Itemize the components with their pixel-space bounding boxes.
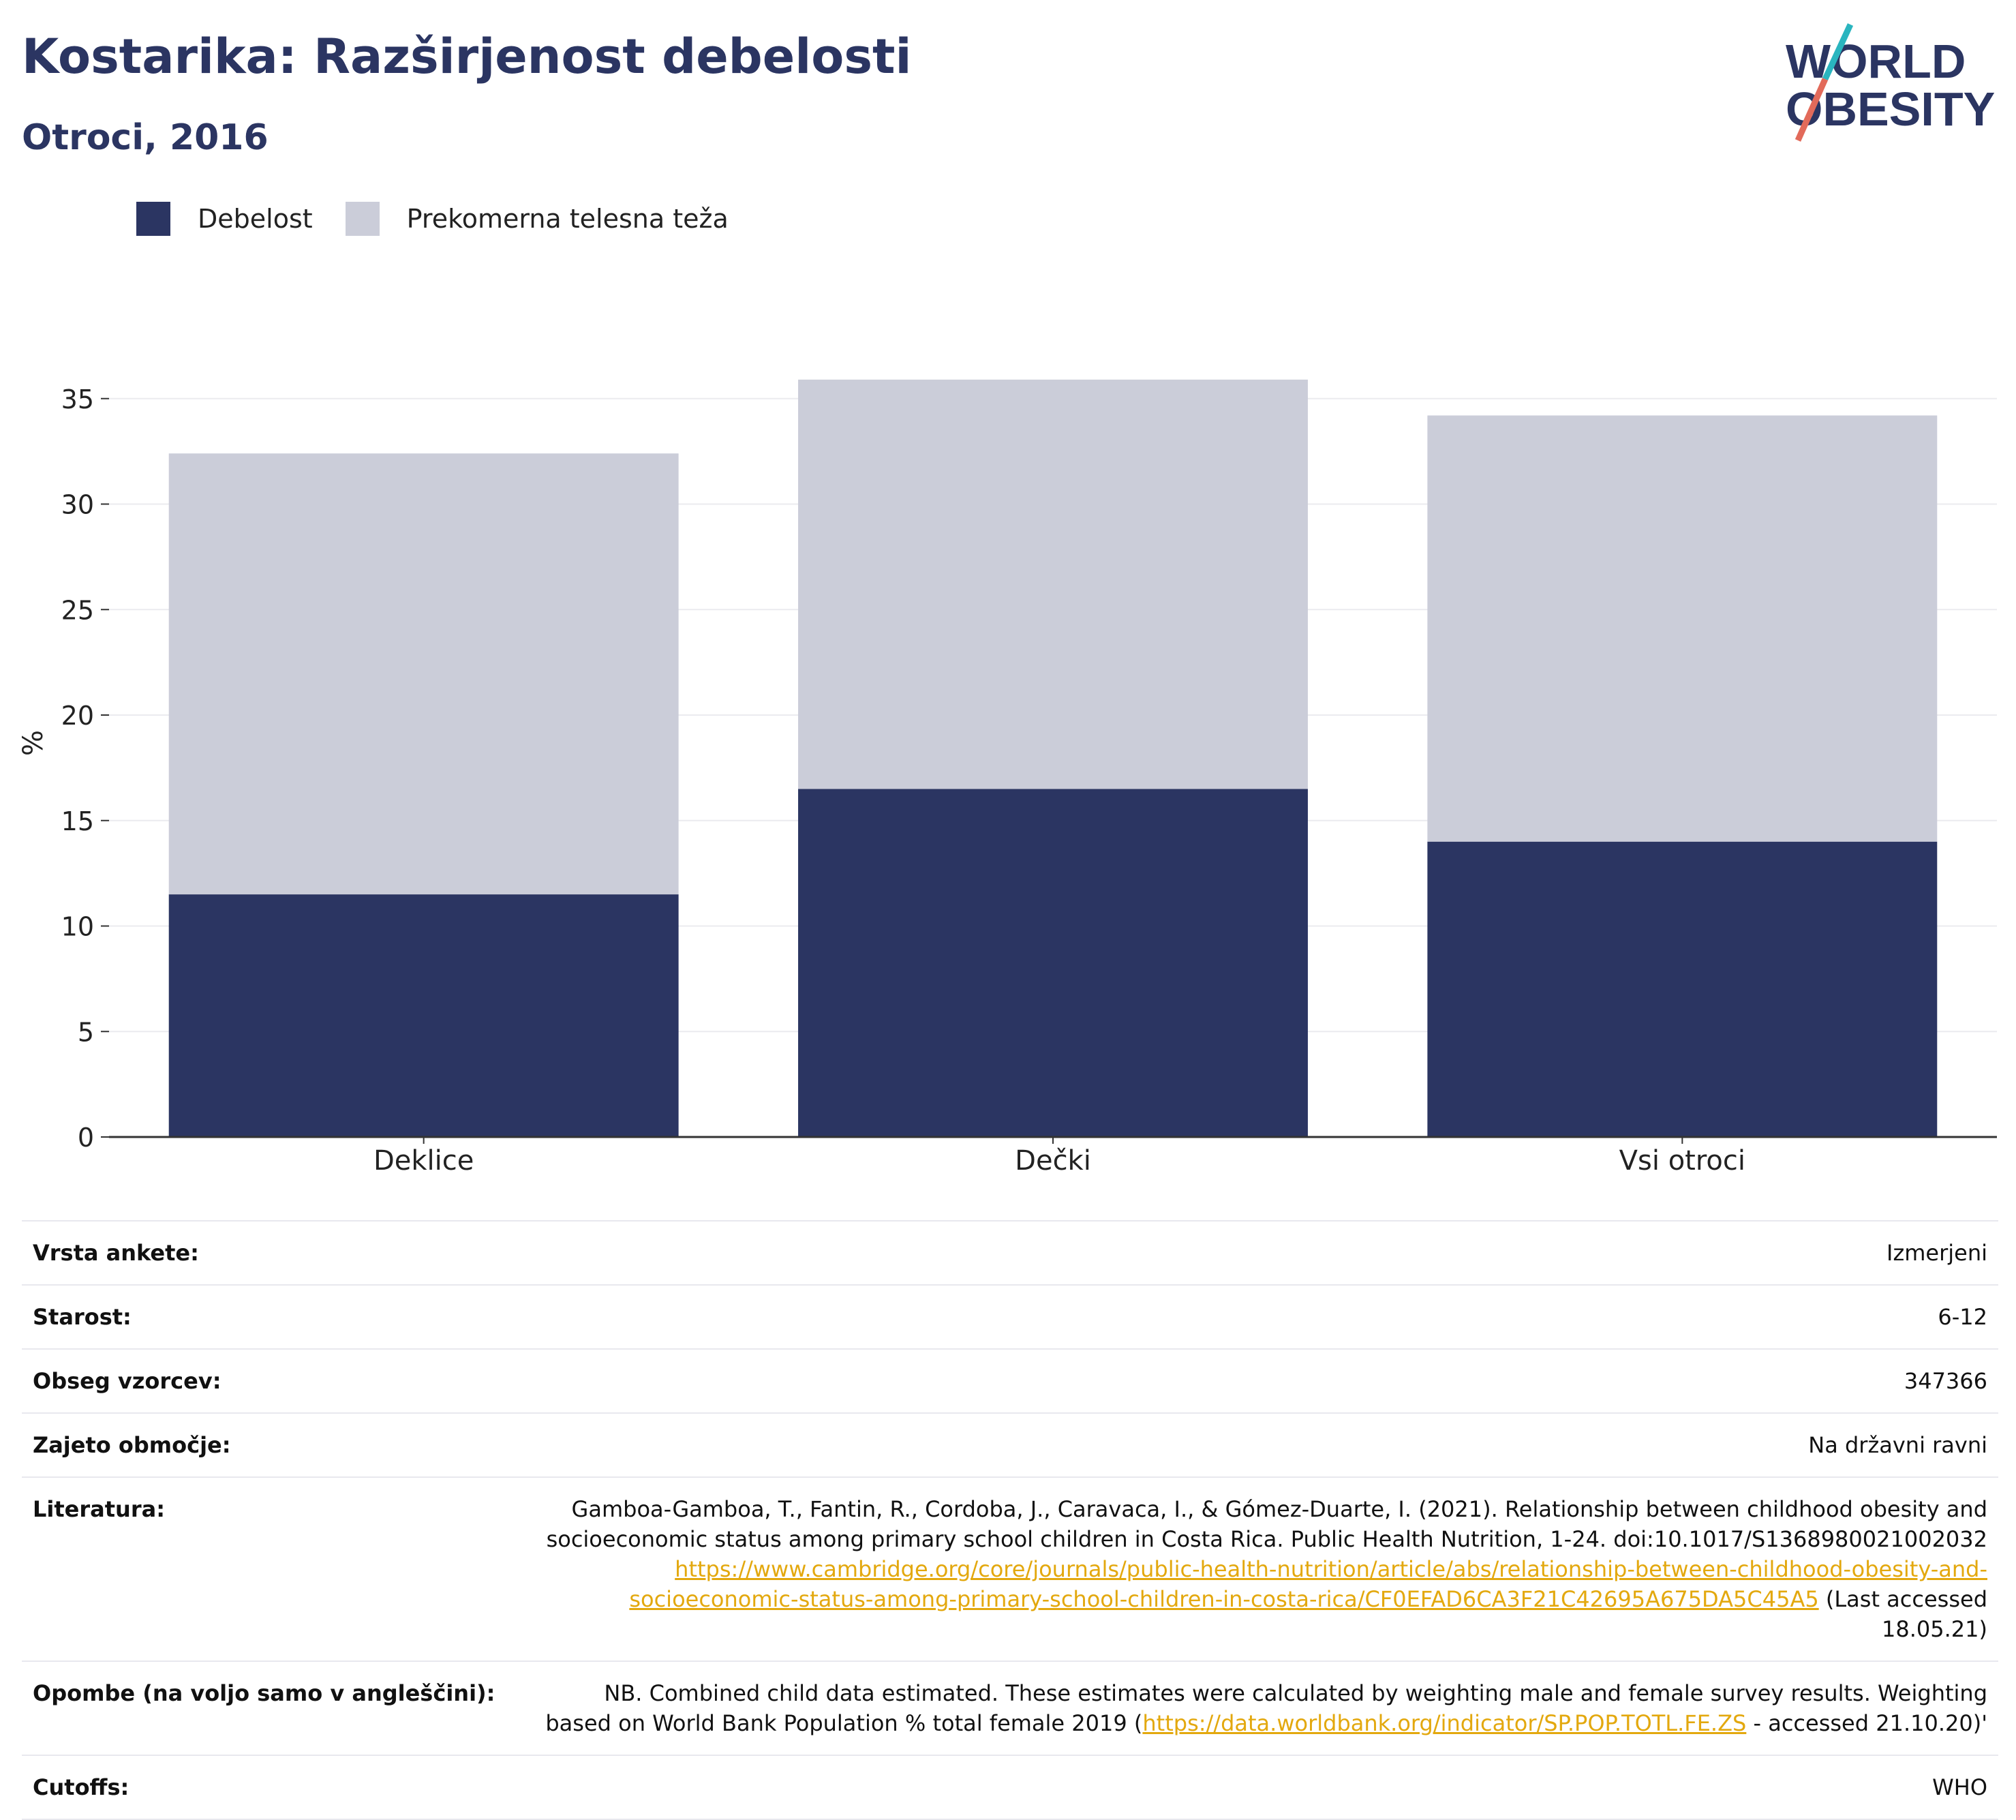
reference-text: Gamboa-Gamboa, T., Fantin, R., Cordoba, … bbox=[546, 1496, 1987, 1552]
reference-label: Literatura: bbox=[22, 1476, 534, 1661]
details-row-notes: Opombe (na voljo samo v angleščini): NB.… bbox=[22, 1660, 1998, 1755]
age-value: 6-12 bbox=[534, 1284, 1998, 1349]
y-tick-label: 30 bbox=[61, 490, 94, 520]
reference-accessed: (Last accessed 18.05.21) bbox=[1825, 1586, 1987, 1642]
logo-slash-teal bbox=[1822, 23, 1854, 80]
details-row-survey-type: Vrsta ankete: Izmerjeni bbox=[22, 1220, 1998, 1285]
bar-overweight bbox=[1427, 415, 1938, 842]
legend-swatch-obesity bbox=[136, 202, 170, 236]
age-label: Starost: bbox=[22, 1284, 534, 1349]
y-tick-label: 5 bbox=[78, 1017, 94, 1047]
page-title: Kostarika: Razširjenost debelosti bbox=[22, 29, 912, 85]
y-tick-label: 25 bbox=[61, 595, 94, 625]
legend-label-overweight: Prekomerna telesna teža bbox=[406, 204, 729, 234]
bar-overweight bbox=[798, 379, 1308, 789]
details-row-reference: Literatura: Gamboa-Gamboa, T., Fantin, R… bbox=[22, 1476, 1998, 1661]
bar-obesity bbox=[168, 894, 679, 1137]
details-row-area: Zajeto območje: Na državni ravni bbox=[22, 1412, 1998, 1477]
details-row-age: Starost: 6-12 bbox=[22, 1284, 1998, 1349]
notes-value: NB. Combined child data estimated. These… bbox=[534, 1660, 1998, 1755]
y-tick-label: 15 bbox=[61, 806, 94, 836]
legend-swatch-overweight bbox=[345, 202, 380, 236]
survey-type-value: Izmerjeni bbox=[534, 1220, 1998, 1285]
world-obesity-logo: WORLD OBESITY bbox=[1786, 23, 1995, 142]
y-tick-label: 0 bbox=[78, 1123, 94, 1153]
x-tick-label: Vsi otroci bbox=[1619, 1145, 1745, 1177]
x-tick-label: Deklice bbox=[373, 1145, 474, 1177]
stacked-bar-chart: 0 5 10 15 20 25 30 35 Deklice Dečki Vsi otroci % bbox=[18, 379, 1997, 1177]
details-row-sample: Obseg vzorcev: 347366 bbox=[22, 1348, 1998, 1413]
logo-slash-coral bbox=[1794, 78, 1829, 142]
survey-type-label: Vrsta ankete: bbox=[22, 1220, 534, 1285]
cutoffs-value: WHO bbox=[534, 1755, 1998, 1820]
notes-link[interactable]: https://data.worldbank.org/indicator/SP.… bbox=[1142, 1710, 1747, 1736]
details-table: Vrsta ankete: Izmerjeni Starost: 6-12 Ob… bbox=[22, 1220, 1998, 1820]
sample-value: 347366 bbox=[534, 1348, 1998, 1413]
reference-value: Gamboa-Gamboa, T., Fantin, R., Cordoba, … bbox=[534, 1476, 1998, 1661]
area-value: Na državni ravni bbox=[534, 1412, 1998, 1477]
legend-item-overweight[interactable]: Prekomerna telesna teža bbox=[345, 202, 729, 236]
area-label: Zajeto območje: bbox=[22, 1412, 534, 1477]
legend-label-obesity: Debelost bbox=[198, 204, 313, 234]
reference-link[interactable]: https://www.cambridge.org/core/journals/… bbox=[629, 1556, 1987, 1612]
page-subtitle: Otroci, 2016 bbox=[22, 117, 269, 158]
bar-overweight bbox=[168, 453, 679, 895]
axis-layer: 0 5 10 15 20 25 30 35 Deklice Dečki Vsi otroci bbox=[61, 384, 1997, 1177]
bar-obesity bbox=[1427, 841, 1938, 1137]
chart-legend: Debelost Prekomerna telesna teža bbox=[136, 202, 761, 236]
y-tick-label: 35 bbox=[61, 384, 94, 414]
logo-text-world: WORLD bbox=[1786, 35, 1966, 88]
y-tick-label: 20 bbox=[61, 701, 94, 731]
details-row-cutoffs: Cutoffs: WHO bbox=[22, 1755, 1998, 1820]
notes-text: NB. Combined child data estimated. These… bbox=[545, 1680, 1987, 1736]
legend-item-obesity[interactable]: Debelost bbox=[136, 202, 313, 236]
bar-layer bbox=[168, 379, 1938, 1137]
y-tick-label: 10 bbox=[61, 912, 94, 942]
y-axis-label: % bbox=[18, 730, 49, 756]
sample-label: Obseg vzorcev: bbox=[22, 1348, 534, 1413]
cutoffs-label: Cutoffs: bbox=[22, 1755, 534, 1820]
x-tick-label: Dečki bbox=[1015, 1145, 1091, 1177]
notes-accessed: - accessed 21.10.20)' bbox=[1746, 1710, 1988, 1736]
bar-obesity bbox=[798, 789, 1308, 1137]
notes-label: Opombe (na voljo samo v angleščini): bbox=[22, 1660, 534, 1755]
